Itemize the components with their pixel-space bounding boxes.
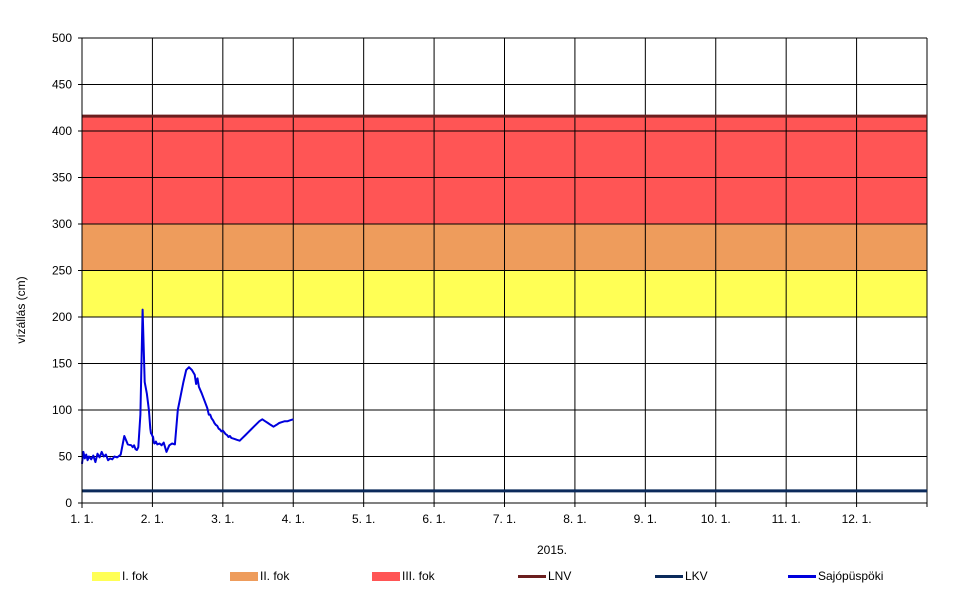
legend-item: Sajópüspöki xyxy=(788,566,883,586)
legend: I. fok II. fok III. fok LNV LKV Sajópüspöki xyxy=(0,566,967,586)
gridlines xyxy=(81,37,928,504)
y-tick-label: 200 xyxy=(52,310,72,324)
legend-item: LNV xyxy=(518,566,571,586)
y-tick-label: 400 xyxy=(52,124,72,138)
legend-label: LKV xyxy=(685,569,708,583)
x-tick-label: 7. 1. xyxy=(493,512,516,526)
legend-label: I. fok xyxy=(122,569,149,583)
x-tick-label: 5. 1. xyxy=(352,512,375,526)
legend-label: Sajópüspöki xyxy=(818,569,884,583)
legend-label: LNV xyxy=(548,569,572,583)
y-tick-label: 150 xyxy=(52,357,72,371)
x-tick-label: 6. 1. xyxy=(422,512,445,526)
axes xyxy=(78,37,928,508)
chart-canvas: 0 50 100 150 200 250 300 350 400 450 500 1. 1. 2. 1… xyxy=(14,31,928,557)
y-tick-label: 300 xyxy=(52,217,72,231)
x-tick-label: 10. 1. xyxy=(701,512,731,526)
legend-item: II. fok xyxy=(230,566,289,586)
x-tick-label: 11. 1. xyxy=(772,512,801,526)
y-tick-label: 50 xyxy=(59,450,73,464)
legend-item: III. fok xyxy=(372,566,435,586)
x-tick-label: 4. 1. xyxy=(282,512,305,526)
series-line-1 xyxy=(81,308,294,465)
x-tick-label: 3. 1. xyxy=(211,512,234,526)
legend-swatch xyxy=(372,571,400,581)
y-tick-label: 500 xyxy=(52,31,72,45)
y-tick-label: 100 xyxy=(52,403,72,417)
reference-lines xyxy=(82,114,927,493)
legend-swatch xyxy=(655,574,683,578)
legend-item: I. fok xyxy=(92,566,148,586)
x-tick-label: 1. 1. xyxy=(70,512,93,526)
legend-swatch xyxy=(788,574,816,578)
legend-swatch xyxy=(92,571,120,581)
x-tick-labels: 1. 1. 2. 1. 3. 1. 4. 1. 5. 1. 6. 1. 7. 1. 8. 1.… xyxy=(70,512,871,526)
x-tick-label: 12. 1. xyxy=(842,512,872,526)
y-tick-label: 250 xyxy=(52,264,72,278)
legend-label: II. fok xyxy=(260,569,290,583)
x-tick-label: 8. 1. xyxy=(563,512,586,526)
legend-label: III. fok xyxy=(402,569,435,583)
series-lines xyxy=(81,308,294,465)
x-axis-label: 2015. xyxy=(537,543,567,557)
legend-swatch xyxy=(230,571,258,581)
y-tick-label: 350 xyxy=(52,171,72,185)
y-tick-label: 0 xyxy=(65,496,72,510)
y-tick-label: 450 xyxy=(52,78,72,92)
x-tick-label: 9. 1. xyxy=(634,512,657,526)
y-axis-label: vízállás (cm) xyxy=(14,276,28,343)
x-tick-label: 2. 1. xyxy=(141,512,164,526)
legend-swatch xyxy=(518,574,546,578)
y-tick-labels: 0 50 100 150 200 250 300 350 400 450 500 xyxy=(52,31,72,510)
legend-item: LKV xyxy=(655,566,708,586)
